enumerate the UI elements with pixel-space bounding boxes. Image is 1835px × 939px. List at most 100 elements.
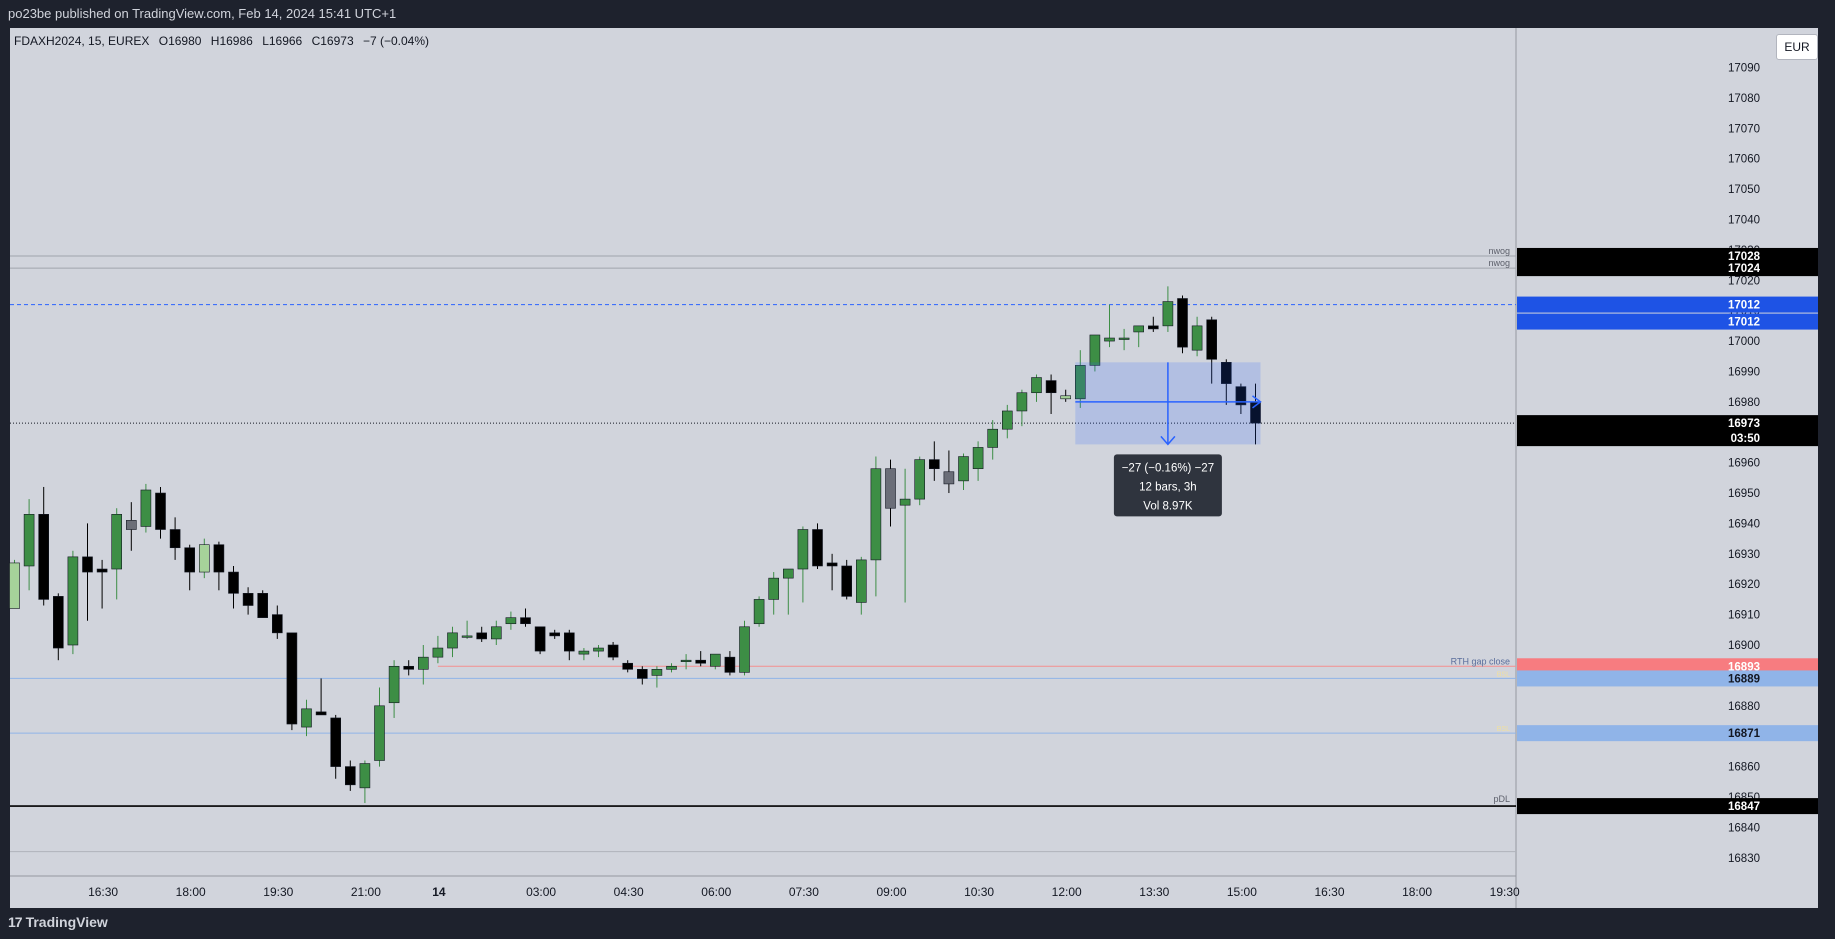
candle-body [885, 468, 896, 509]
y-tick-label: 17070 [1728, 123, 1760, 135]
y-tick-label: 16900 [1728, 640, 1760, 652]
price-tag: 17012 [1728, 300, 1760, 312]
candle-body [1235, 386, 1247, 406]
price-tag-bg [1517, 658, 1818, 675]
candle-body [928, 459, 940, 470]
candle-body [1045, 380, 1057, 394]
ohlc-close: C16973 [311, 34, 354, 48]
candle-body [96, 568, 108, 573]
price-tag-bg [1517, 798, 1818, 815]
candle-body [476, 632, 488, 640]
x-tick-label: 03:00 [526, 885, 556, 899]
price-tag: 17024 [1728, 263, 1761, 275]
countdown-tag-bg [1517, 430, 1818, 447]
candle-body [724, 656, 736, 673]
price-tag-bg [1517, 725, 1818, 742]
publish-text: po23be published on TradingView.com, Feb… [8, 6, 397, 21]
measure-info-line: Vol 8.97K [1143, 500, 1193, 512]
candle-body [812, 529, 823, 567]
candle-body [695, 659, 707, 664]
y-tick-label: 16830 [1728, 853, 1760, 865]
x-tick-label: 19:30 [1490, 885, 1520, 899]
time-axis [10, 876, 1818, 908]
candle-body [315, 711, 327, 716]
candle-body [257, 593, 269, 618]
candle-body [578, 650, 590, 655]
candle-body [1133, 325, 1144, 333]
price-tag: 17012 [1728, 317, 1760, 329]
candle-body [534, 626, 546, 652]
y-tick-label: 16880 [1728, 701, 1760, 713]
y-tick-label: 17040 [1728, 214, 1760, 226]
y-tick-label: 17060 [1728, 154, 1760, 166]
arrow-down-icon [1160, 435, 1176, 446]
x-tick-label: 15:00 [1227, 885, 1257, 899]
price-tag-bg [1517, 296, 1818, 313]
price-chart[interactable]: 1709017080170701706017050170401703017020… [0, 28, 1835, 908]
y-tick-label: 17080 [1728, 93, 1760, 105]
x-tick-label: 21:00 [351, 885, 381, 899]
candle-body [271, 614, 283, 634]
tradingview-logo[interactable]: 17 TradingView [8, 914, 108, 930]
y-tick-label: 16980 [1728, 397, 1760, 409]
x-tick-label: 06:00 [701, 885, 731, 899]
candle-body [739, 626, 750, 673]
countdown-tag: 03:50 [1731, 433, 1760, 445]
price-tag: 16973 [1728, 418, 1760, 430]
currency-button[interactable]: EUR [1776, 34, 1818, 60]
candle-body [1191, 325, 1203, 351]
y-tick-label: 17000 [1728, 336, 1760, 348]
price-tag: 16871 [1728, 728, 1761, 740]
candle-body [1031, 377, 1042, 394]
y-tick-label: 17020 [1728, 275, 1760, 287]
price-tag: 16893 [1728, 661, 1760, 673]
x-tick-label: 19:30 [263, 885, 293, 899]
x-tick-label: 16:30 [88, 885, 118, 899]
level-label: BSL [1497, 726, 1510, 733]
level-label: nwog [1488, 246, 1510, 256]
candle-body [169, 529, 181, 549]
x-tick-label: 04:30 [614, 885, 644, 899]
x-tick-label: 13:30 [1139, 885, 1169, 899]
y-tick-label: 16910 [1728, 610, 1760, 622]
candle-body [753, 599, 765, 625]
candle-body [666, 665, 677, 670]
candle-body [52, 596, 64, 649]
ohlc-high: H16986 [210, 34, 253, 48]
candle-body [417, 656, 429, 670]
x-tick-label: 16:30 [1314, 885, 1344, 899]
candle-body [242, 593, 254, 606]
candle-body [958, 456, 969, 482]
candle-body [140, 489, 152, 527]
candle-body [709, 653, 721, 667]
candle-body [330, 717, 342, 767]
measure-info-line: −27 (−0.16%) −27 [1122, 462, 1214, 474]
ohlc-open: O16980 [158, 34, 202, 48]
arrow-right-icon [1252, 395, 1262, 409]
measure-info-box [1113, 454, 1222, 517]
price-tag: 17028 [1728, 251, 1761, 263]
candle-body [461, 635, 473, 638]
y-tick-label: 16950 [1728, 488, 1760, 500]
y-tick-label: 16990 [1728, 366, 1760, 378]
level-label: BSL [1497, 671, 1510, 678]
candle-body [797, 529, 809, 570]
price-tag: 16847 [1728, 801, 1760, 813]
candle-body [403, 665, 415, 670]
candle-body [388, 665, 400, 704]
candle-body [111, 514, 122, 570]
candle-body [972, 447, 984, 470]
measure-info-line: 12 bars, 3h [1139, 481, 1197, 493]
y-tick-label: 16930 [1728, 549, 1760, 561]
candle-body [680, 659, 692, 663]
candle-body [549, 632, 561, 637]
publish-header: po23be published on TradingView.com, Feb… [0, 0, 1835, 28]
symbol-name: FDAXH2024, 15, EUREX [14, 34, 150, 48]
candle-body [826, 562, 838, 567]
candle-body [636, 669, 648, 679]
candle-body [1162, 301, 1174, 327]
y-tick-label: 16920 [1728, 579, 1760, 591]
candle-body [1221, 362, 1232, 384]
x-tick-label: 07:30 [789, 885, 819, 899]
tradingview-logo-icon: 17 [8, 914, 23, 930]
